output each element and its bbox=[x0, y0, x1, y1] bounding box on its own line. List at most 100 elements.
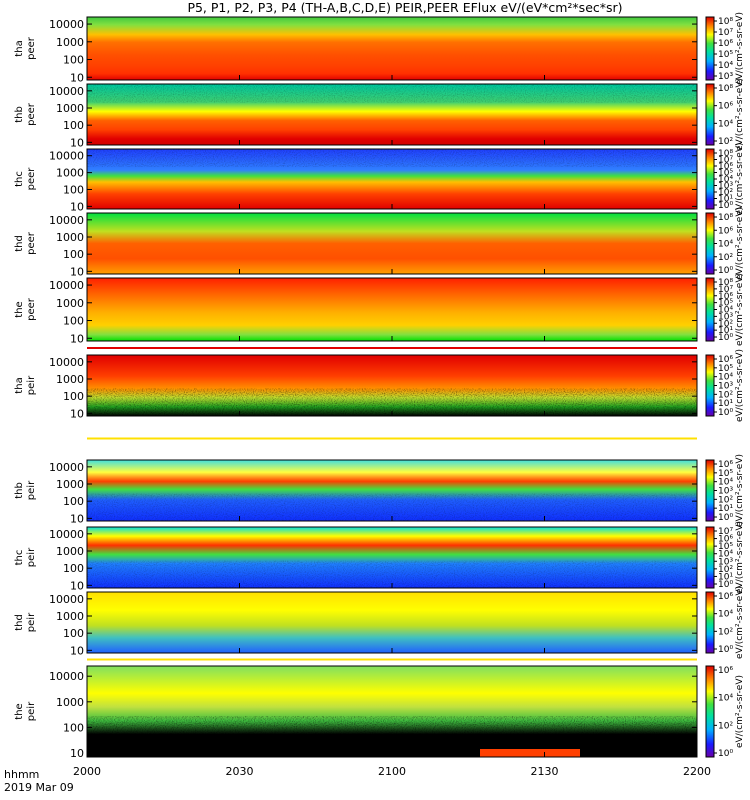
colorbar-thd-peir: 10⁶ 10⁴ 10² 10⁰ eV/(cm²-s-sr-eV) bbox=[705, 586, 745, 659]
panel-probe-label: thb bbox=[14, 106, 25, 123]
y-tick-label: 10 bbox=[70, 200, 84, 213]
y-tick-label: 100 bbox=[63, 183, 84, 196]
y-tick-label: 100 bbox=[63, 119, 84, 132]
y-tick-label: 10000 bbox=[49, 150, 84, 163]
y-tick-label: 10000 bbox=[49, 18, 84, 31]
panel-probe-label: thc bbox=[14, 171, 25, 187]
x-tick-label: 2100 bbox=[378, 765, 406, 778]
colorbar-title: eV/(cm²-s-sr-eV) bbox=[735, 12, 745, 85]
colorbar-tick-label: 10¹ bbox=[718, 572, 733, 582]
colorbar-title: eV/(cm²-s-sr-eV) bbox=[735, 142, 745, 215]
colorbar-tick-label: 10⁰ bbox=[718, 201, 733, 211]
colorbar-tick-label: 10⁴ bbox=[718, 306, 733, 316]
colorbar-tick-label: 10⁸ bbox=[718, 149, 733, 159]
spectrogram-panel-tha-peir: 10000 1000 100 10 tha peir bbox=[14, 354, 698, 420]
panel-species-label: peer bbox=[26, 297, 37, 321]
y-tick-label: 100 bbox=[63, 248, 84, 261]
noise-texture bbox=[87, 84, 697, 103]
spectrogram-panel-thd-peir: 10000 1000 100 10 thd peir bbox=[14, 591, 698, 657]
colorbar-tick-label: 10⁴ bbox=[718, 175, 733, 185]
colorbar-tick-label: 10⁴ bbox=[718, 694, 733, 704]
colorbar-tick-label: 10³ bbox=[718, 72, 733, 82]
colorbar-tick-label: 10² bbox=[718, 390, 733, 400]
colorbar-tick-label: 10⁴ bbox=[718, 373, 733, 383]
y-tick-label: 100 bbox=[63, 390, 84, 403]
spectrogram-panel-thc-peer: 10000 1000 100 10 thc peer bbox=[14, 148, 698, 213]
y-tick-label: 1000 bbox=[56, 167, 84, 180]
colorbar-tick-label: 10⁶ bbox=[718, 39, 733, 49]
colorbar-tick-label: 10¹ bbox=[718, 195, 733, 205]
colorbar-tick-label: 10⁶ bbox=[718, 162, 733, 172]
colorbar-tick-label: 10² bbox=[718, 721, 733, 731]
colorbar-tick-label: 10⁵ bbox=[718, 469, 733, 479]
colorbar-tick-label: 10¹ bbox=[718, 399, 733, 409]
panel-species-label: peir bbox=[26, 547, 37, 567]
colorbar-tick-label: 10⁷ bbox=[718, 285, 733, 295]
y-tick-label: 100 bbox=[63, 721, 84, 734]
panel-species-label: peer bbox=[26, 167, 37, 191]
y-tick-label: 10000 bbox=[49, 593, 84, 606]
colorbar-tick-label: 10⁰ bbox=[718, 333, 733, 343]
colorbar-tick-label: 10² bbox=[718, 137, 733, 147]
y-tick-label: 10000 bbox=[49, 85, 84, 98]
y-tick-label: 1000 bbox=[56, 36, 84, 49]
colorbar-thd-peer: 10⁸ 10⁶ 10⁴ 10² 10⁰ eV/(cm²-s-sr-eV) bbox=[705, 207, 745, 280]
colorbar-tick-label: 10⁴ bbox=[718, 119, 733, 129]
spectrogram-panel-tha-peer: 10000 1000 100 10 tha peer bbox=[14, 16, 698, 84]
colorbar-tick-label: 10⁷ bbox=[718, 28, 733, 38]
colorbar-tick-label: 10³ bbox=[718, 487, 733, 497]
colorbar-title: eV/(cm²-s-sr-eV) bbox=[735, 349, 745, 422]
colorbar-tick-label: 10⁸ bbox=[718, 17, 733, 27]
colorbar-tick-label: 10⁶ bbox=[718, 355, 733, 365]
colorbar-tick-label: 10⁸ bbox=[718, 213, 733, 223]
y-tick-label: 1000 bbox=[56, 373, 84, 386]
colorbar-tick-label: 10² bbox=[718, 319, 733, 329]
y-tick-label: 100 bbox=[63, 562, 84, 575]
panel-probe-label: thd bbox=[14, 235, 25, 252]
colorbar-tick-label: 10⁵ bbox=[718, 299, 733, 309]
colorbar-tick-label: 10⁰ bbox=[718, 513, 733, 523]
panel-species-label: peer bbox=[26, 36, 37, 60]
colorbar-tick-label: 10² bbox=[718, 253, 733, 263]
colorbar-title: eV/(cm²-s-sr-eV) bbox=[735, 207, 745, 280]
colorbar-tick-label: 10⁰ bbox=[718, 645, 733, 655]
colorbar-tick-label: 10⁶ bbox=[718, 460, 733, 470]
colorbar-tick-label: 10² bbox=[718, 495, 733, 505]
colorbar-tick-label: 10⁴ bbox=[718, 610, 733, 620]
colorbar-tick-label: 10⁶ bbox=[718, 226, 733, 236]
x-tick-label: 2130 bbox=[531, 765, 559, 778]
panel-species-label: peir bbox=[26, 701, 37, 721]
colorbar-title: eV/(cm²-s-sr-eV) bbox=[735, 78, 745, 151]
colorbar-tick-label: 10⁴ bbox=[718, 550, 733, 560]
colorbar-gradient bbox=[705, 459, 715, 522]
y-tick-label: 10 bbox=[70, 71, 84, 84]
panel-species-label: peer bbox=[26, 102, 37, 126]
y-tick-label: 10 bbox=[70, 579, 84, 592]
y-tick-label: 1000 bbox=[56, 102, 84, 115]
spectrogram-panel-the-peir: 10000 1000 100 10 the peir bbox=[14, 665, 698, 760]
colorbar-tick-label: 10⁷ bbox=[718, 527, 733, 537]
y-tick-label: 10000 bbox=[49, 279, 84, 292]
colorbar-tick-label: 10⁴ bbox=[718, 61, 733, 71]
y-tick-label: 10000 bbox=[49, 356, 84, 369]
separator-stripe bbox=[87, 344, 697, 352]
separator-stripe bbox=[87, 656, 697, 663]
colorbar-tick-label: 10⁸ bbox=[718, 84, 733, 94]
y-tick-label: 100 bbox=[63, 54, 84, 67]
panel-probe-label: tha bbox=[14, 40, 25, 56]
colorbar-tick-label: 10⁰ bbox=[718, 408, 733, 418]
colorbar-tick-label: 10² bbox=[718, 565, 733, 575]
date-label: 2019 Mar 09 bbox=[4, 781, 74, 794]
noise-texture bbox=[87, 149, 697, 167]
y-tick-label: 10000 bbox=[49, 670, 84, 683]
colorbar-gradient bbox=[705, 665, 715, 758]
y-tick-label: 10 bbox=[70, 512, 84, 525]
y-tick-label: 10 bbox=[70, 747, 84, 760]
panel-probe-label: the bbox=[14, 301, 25, 317]
colorbar-tick-label: 10⁸ bbox=[718, 278, 733, 288]
y-tick-label: 1000 bbox=[56, 297, 84, 310]
